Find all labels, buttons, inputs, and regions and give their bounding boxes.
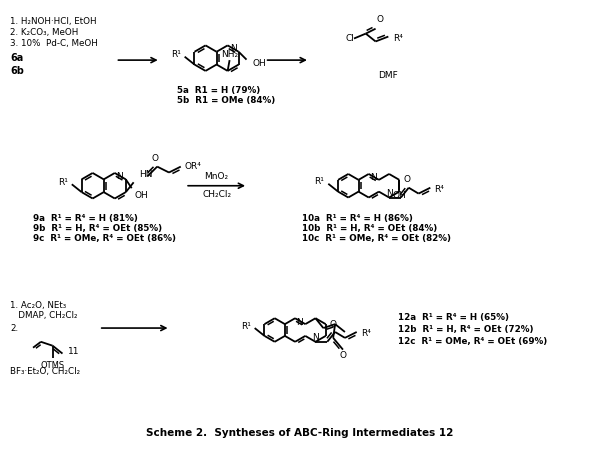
Text: 2. K₂CO₃, MeOH: 2. K₂CO₃, MeOH (10, 28, 79, 37)
Text: OH: OH (134, 190, 148, 199)
Text: Cl: Cl (345, 34, 354, 43)
Text: 9b  R¹ = H, R⁴ = OEt (85%): 9b R¹ = H, R⁴ = OEt (85%) (33, 224, 162, 233)
Text: 9a  R¹ = R⁴ = H (81%): 9a R¹ = R⁴ = H (81%) (33, 214, 138, 223)
Text: R¹: R¹ (171, 50, 181, 59)
Text: R⁴: R⁴ (361, 329, 371, 338)
Text: N: N (312, 333, 319, 342)
Text: 1. H₂NOH·HCl, EtOH: 1. H₂NOH·HCl, EtOH (10, 17, 97, 26)
Text: 12a  R¹ = R⁴ = H (65%): 12a R¹ = R⁴ = H (65%) (398, 313, 509, 322)
Text: 1. Ac₂O, NEt₃: 1. Ac₂O, NEt₃ (10, 301, 67, 310)
Text: O: O (152, 154, 159, 163)
Text: 11: 11 (68, 347, 80, 356)
Text: N: N (116, 172, 122, 181)
Text: 12b  R¹ = H, R⁴ = OEt (72%): 12b R¹ = H, R⁴ = OEt (72%) (398, 325, 533, 334)
Text: OR⁴: OR⁴ (185, 162, 202, 171)
Text: 5b  R1 = OMe (84%): 5b R1 = OMe (84%) (178, 96, 275, 105)
Text: DMF: DMF (379, 71, 398, 80)
Text: 10a  R¹ = R⁴ = H (86%): 10a R¹ = R⁴ = H (86%) (302, 214, 413, 223)
Text: CH₂Cl₂: CH₂Cl₂ (202, 190, 231, 199)
Text: 3. 10%  Pd-C, MeOH: 3. 10% Pd-C, MeOH (10, 39, 98, 48)
Text: 6a: 6a (10, 53, 24, 63)
Text: O: O (329, 320, 337, 328)
Text: Scheme 2.  Syntheses of ABC-Ring Intermediates 12: Scheme 2. Syntheses of ABC-Ring Intermed… (146, 428, 454, 438)
Text: DMAP, CH₂Cl₂: DMAP, CH₂Cl₂ (10, 311, 78, 320)
Text: OH: OH (392, 191, 406, 200)
Text: R⁴: R⁴ (393, 34, 403, 43)
Text: HN: HN (140, 170, 153, 179)
Text: 10b  R¹ = H, R⁴ = OEt (84%): 10b R¹ = H, R⁴ = OEt (84%) (302, 224, 437, 233)
Text: MnO₂: MnO₂ (205, 172, 229, 181)
Text: R¹: R¹ (241, 322, 251, 331)
Text: O: O (403, 176, 410, 184)
Text: 5a  R1 = H (79%): 5a R1 = H (79%) (178, 86, 260, 94)
Text: N: N (386, 189, 392, 198)
Text: 10c  R¹ = OMe, R⁴ = OEt (82%): 10c R¹ = OMe, R⁴ = OEt (82%) (302, 234, 451, 243)
Text: 9c  R¹ = OMe, R⁴ = OEt (86%): 9c R¹ = OMe, R⁴ = OEt (86%) (33, 234, 176, 243)
Text: 2.: 2. (10, 324, 19, 333)
Text: R⁴: R⁴ (434, 185, 444, 194)
Text: N: N (230, 44, 238, 53)
Text: R¹: R¹ (314, 177, 325, 186)
Text: OTMS: OTMS (41, 361, 65, 370)
Text: R¹: R¹ (58, 178, 68, 187)
Text: 12c  R¹ = OMe, R⁴ = OEt (69%): 12c R¹ = OMe, R⁴ = OEt (69%) (398, 337, 547, 346)
Text: NH₂: NH₂ (221, 50, 238, 58)
Text: 6b: 6b (10, 66, 25, 76)
Text: N: N (296, 318, 303, 327)
Text: OH: OH (253, 59, 266, 68)
Text: BF₃·Et₂O, CH₂Cl₂: BF₃·Et₂O, CH₂Cl₂ (10, 367, 80, 376)
Text: N: N (370, 173, 376, 182)
Text: O: O (376, 15, 383, 24)
Text: O: O (340, 351, 346, 360)
